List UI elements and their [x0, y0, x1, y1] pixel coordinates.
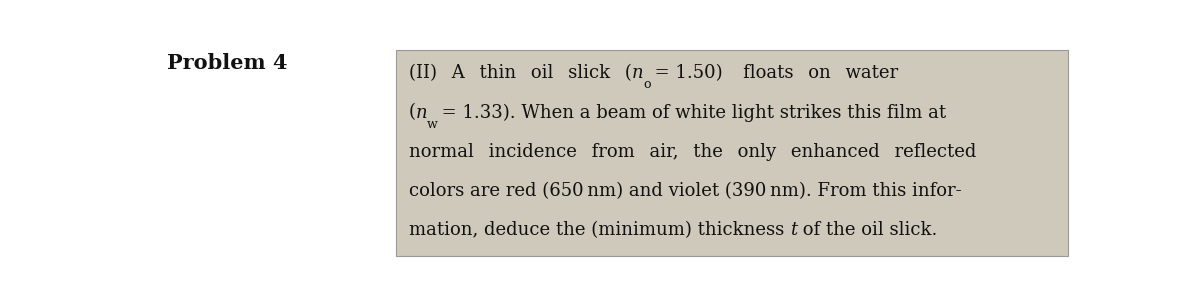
Text: (: ( — [408, 104, 415, 122]
Text: = 1.50)   floats  on  water: = 1.50) floats on water — [650, 64, 898, 82]
Text: w: w — [427, 118, 438, 131]
Text: (II)  A  thin  oil  slick  (: (II) A thin oil slick ( — [408, 64, 631, 82]
Text: Problem 4: Problem 4 — [167, 53, 287, 73]
Text: mation, deduce the (minimum) thickness: mation, deduce the (minimum) thickness — [408, 221, 790, 239]
Text: t: t — [790, 221, 797, 239]
Text: colors are red (650 nm) and violet (390 nm). From this infor-: colors are red (650 nm) and violet (390 … — [408, 182, 961, 200]
Text: n: n — [631, 64, 643, 82]
Text: normal  incidence  from  air,  the  only  enhanced  reflected: normal incidence from air, the only enha… — [408, 143, 976, 161]
Text: o: o — [643, 78, 650, 92]
FancyBboxPatch shape — [396, 50, 1068, 256]
Text: of the oil slick.: of the oil slick. — [797, 221, 937, 239]
Text: = 1.33). When a beam of white light strikes this film at: = 1.33). When a beam of white light stri… — [438, 103, 946, 122]
Text: n: n — [415, 104, 427, 122]
